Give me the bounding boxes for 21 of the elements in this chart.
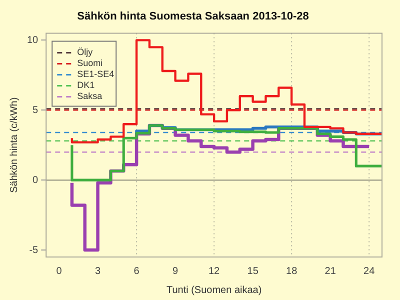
- x-tick-label: 18: [286, 266, 298, 277]
- x-tick-label: 21: [324, 266, 336, 277]
- legend-label: DK1: [77, 80, 95, 90]
- x-tick-label: 12: [208, 266, 220, 277]
- y-tick-label: 0: [32, 174, 39, 186]
- legend-label: Saksa: [77, 91, 102, 102]
- y-tick-label: 5: [32, 104, 39, 116]
- x-tick-label: 0: [56, 266, 62, 277]
- y-axis-title: Sähkön hinta (c/kWh): [8, 97, 20, 193]
- x-tick-label: 3: [95, 266, 102, 277]
- y-tick-label: 10: [27, 34, 39, 46]
- x-tick-label: 15: [247, 266, 259, 277]
- y-tick-label: -5: [29, 244, 39, 256]
- x-tick-label: 24: [364, 266, 376, 277]
- x-tick-label: 6: [134, 266, 140, 277]
- legend-label: Suomi: [77, 58, 103, 68]
- legend-label: Öljy: [77, 47, 94, 58]
- x-tick-label: 9: [172, 266, 179, 277]
- chart-title: Sähkön hinta Suomesta Saksaan 2013-10-28: [77, 10, 309, 23]
- x-axis-title: Tunti (Suomen aikaa): [166, 284, 262, 296]
- legend-label: SE1-SE4: [77, 69, 114, 80]
